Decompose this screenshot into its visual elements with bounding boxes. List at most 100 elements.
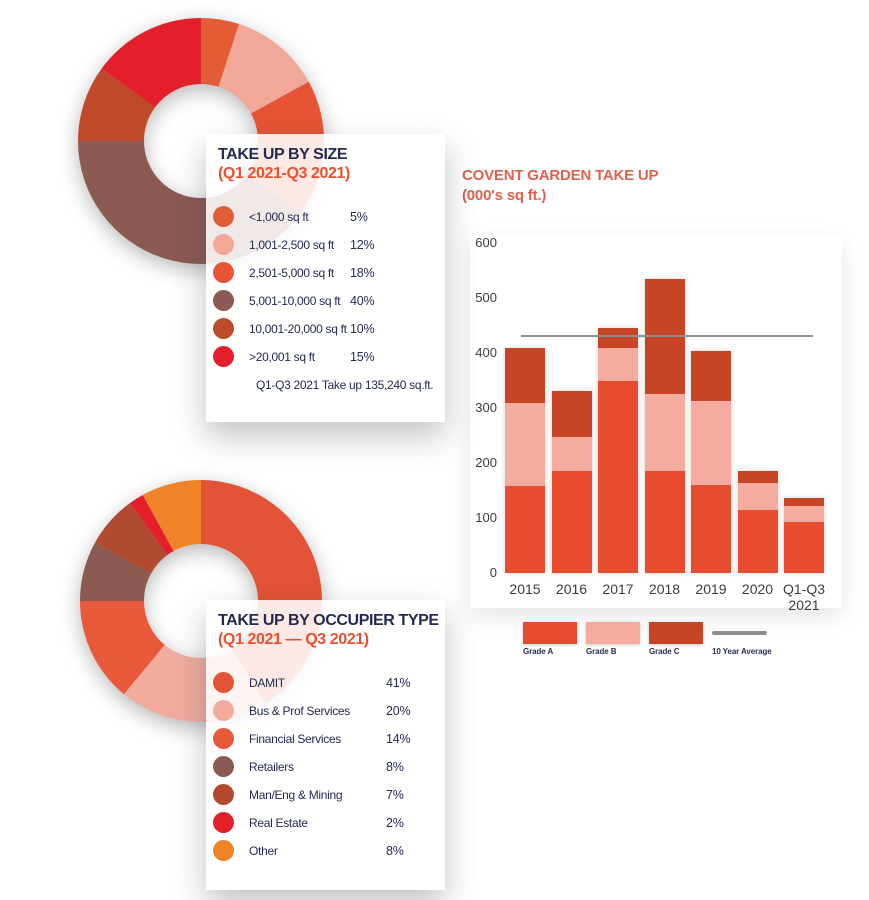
legend-percent: 2% [386, 815, 404, 830]
legend-percent: 12% [350, 237, 375, 252]
legend-dot [213, 728, 234, 750]
bar-column [505, 347, 545, 573]
legend-row: 10,001-20,000 sq ft 10% [213, 315, 439, 343]
bar-segment-grade-a [691, 485, 731, 573]
size-chart-subtitle: (Q1 2021-Q3 2021) [218, 164, 350, 182]
legend-row: 1,001-2,500 sq ft 12% [213, 231, 439, 259]
donut-segment [94, 503, 168, 574]
legend-label: Other [249, 843, 278, 858]
bar-segment-grade-c [784, 498, 824, 506]
donut-segment [80, 542, 152, 601]
size-chart-footnote: Q1-Q3 2021 Take up 135,240 sq.ft. [256, 377, 434, 392]
legend-label: 5,001-10,000 sq ft [249, 293, 341, 308]
size-legend-rows: <1,000 sq ft 5% 1,001-2,500 sq ft 12% 2,501-… [213, 203, 439, 371]
legend-swatch [586, 622, 640, 644]
bar-segment-grade-c [691, 351, 731, 401]
legend-label: Retailers [249, 759, 294, 774]
bar-segment-grade-a [598, 380, 638, 573]
bar-segment-grade-c [505, 347, 545, 403]
bar-segment-grade-a [737, 509, 778, 573]
donut-segment [78, 68, 155, 141]
legend-dot [213, 784, 234, 806]
legend-dot [213, 346, 234, 368]
x-axis-label: 2019 [695, 581, 727, 597]
legend-dot [213, 290, 234, 312]
legend-dot [213, 234, 234, 256]
legend-label: Financial Services [249, 731, 341, 746]
legend-item-label: 10 Year Average [712, 647, 772, 656]
donut-segment [201, 18, 240, 87]
average-line-swatch [712, 631, 767, 635]
legend-label: Real Estate [249, 815, 308, 830]
bar-segment-grade-b [784, 505, 824, 523]
legend-swatch [649, 622, 703, 644]
legend-item-label: Grade B [586, 647, 617, 656]
bar-segment-grade-c [598, 328, 638, 348]
legend-item: Grade B [586, 622, 641, 656]
bar-segment-grade-b [551, 436, 592, 472]
legend-item: Grade A [523, 622, 578, 656]
bar-chart-title-line2: (000's sq ft.) [462, 186, 547, 204]
legend-percent: 10% [350, 321, 375, 336]
legend-label: 10,001-20,000 sq ft [249, 321, 347, 336]
ten-year-average-line [521, 335, 813, 337]
bar-column [598, 328, 638, 573]
donut-segment [142, 480, 201, 552]
legend-percent: 15% [350, 349, 375, 364]
legend-item-average: 10 Year Average [712, 622, 772, 656]
occupier-chart-title: TAKE UP BY OCCUPIER TYPE [218, 612, 439, 629]
bar-chart-title: COVENT GARDEN TAKE UP (000's sq ft.) [462, 166, 659, 205]
x-axis-label: 2015 [509, 581, 541, 597]
legend-dot [213, 700, 234, 722]
legend-row: <1,000 sq ft 5% [213, 203, 439, 231]
bar-segment-grade-a [784, 522, 824, 573]
legend-dot [213, 262, 234, 284]
legend-dot [213, 206, 234, 228]
legend-percent: 41% [386, 675, 411, 690]
legend-row: DAMIT 41% [213, 669, 439, 697]
y-axis-label: 100 [475, 510, 497, 525]
donut-segment [129, 494, 174, 555]
y-axis-label: 200 [475, 455, 497, 470]
occupier-legend-rows: DAMIT 41% Bus & Prof Services 20% Financial … [213, 669, 439, 865]
legend-row: Financial Services 14% [213, 725, 439, 753]
bar-segment-grade-c [551, 391, 592, 437]
legend-percent: 18% [350, 265, 375, 280]
legend-swatch [523, 622, 577, 644]
bar-segment-grade-b [737, 483, 778, 510]
bar-segment-grade-b [691, 400, 731, 485]
legend-percent: 8% [386, 759, 404, 774]
occupier-chart-subtitle: (Q1 2021 — Q3 2021) [218, 630, 369, 648]
donut-segment [101, 18, 201, 108]
donut-segment [80, 601, 165, 695]
legend-dot [213, 840, 234, 862]
bar-segment-grade-b [505, 402, 545, 487]
legend-item: Grade C [649, 622, 704, 656]
donut-segment [218, 24, 309, 114]
bar-chart-title-line1: COVENT GARDEN TAKE UP [462, 167, 659, 184]
x-axis-label: 2018 [648, 581, 681, 597]
legend-item-label: Grade A [523, 647, 554, 656]
bar-segment-grade-a [505, 486, 545, 573]
bar-column [644, 278, 685, 573]
y-axis-label: 0 [489, 565, 497, 580]
bar-segment-grade-c [737, 471, 778, 484]
bar-column [737, 471, 778, 573]
x-axis-label: 2020 [741, 581, 774, 597]
legend-row: Other 8% [213, 837, 439, 865]
legend-row: >20,001 sq ft 15% [213, 343, 439, 371]
legend-label: DAMIT [249, 675, 285, 690]
legend-label: Man/Eng & Mining [249, 787, 343, 802]
x-axis-label: 2016 [555, 581, 588, 597]
legend-dot [213, 318, 234, 340]
legend-dot [213, 756, 234, 778]
legend-label: 1,001-2,500 sq ft [249, 237, 334, 252]
size-chart-title: TAKE UP BY SIZE [218, 146, 348, 163]
y-axis-label: 500 [475, 290, 497, 305]
occupier-legend-card: TAKE UP BY OCCUPIER TYPE (Q1 2021 — Q3 2… [206, 600, 445, 890]
bar-segment-grade-a [644, 471, 685, 573]
legend-row: Retailers 8% [213, 753, 439, 781]
legend-dot [213, 672, 234, 694]
size-legend-card: TAKE UP BY SIZE (Q1 2021-Q3 2021) <1,000… [206, 134, 445, 422]
